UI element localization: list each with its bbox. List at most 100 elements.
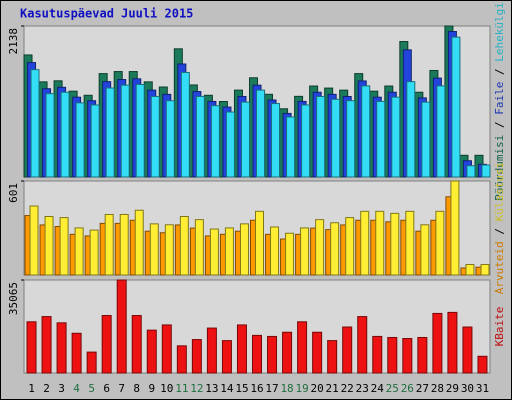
bar <box>297 321 308 374</box>
bar <box>360 210 370 276</box>
bar <box>194 219 204 276</box>
x-tick-label: 2 <box>43 382 50 395</box>
bar <box>179 216 189 276</box>
bar <box>161 324 172 374</box>
x-tick-label: 8 <box>133 382 140 395</box>
bar <box>477 355 488 374</box>
legend-entry: Arvuteid <box>493 241 506 294</box>
legend-separator: / <box>493 115 506 135</box>
x-tick-label: 5 <box>88 382 95 395</box>
x-tick-label: 11 <box>175 382 188 395</box>
bar <box>135 83 145 178</box>
legend: KBaite <box>493 307 506 347</box>
bar <box>150 95 160 178</box>
bar <box>420 224 430 276</box>
bar <box>71 332 82 374</box>
bar <box>481 164 491 178</box>
x-tick-label: 1 <box>28 382 35 395</box>
bar <box>466 165 476 178</box>
bar <box>450 180 460 276</box>
x-tick-label: 20 <box>311 382 324 395</box>
bar <box>417 336 428 374</box>
x-tick-label: 22 <box>341 382 354 395</box>
bar <box>315 219 325 276</box>
bar <box>270 226 280 276</box>
x-tick-label: 31 <box>476 382 489 395</box>
bar <box>480 264 490 276</box>
x-tick-label: 24 <box>371 382 385 395</box>
x-tick-label: 6 <box>103 382 110 395</box>
x-tick-label: 28 <box>431 382 444 395</box>
bar <box>104 213 114 276</box>
legend-separator: / <box>493 221 506 241</box>
x-tick-label: 16 <box>250 382 263 395</box>
bar <box>345 217 355 276</box>
bar <box>86 351 97 374</box>
legend: Pöördumisi / Faile / Lehekülgi <box>493 2 506 201</box>
legend: Arvuteid / Külastusi <box>493 162 506 294</box>
bar <box>346 100 356 178</box>
bar <box>75 102 85 178</box>
bar <box>224 227 234 276</box>
bar <box>209 228 219 276</box>
bar <box>312 331 323 374</box>
bar <box>282 331 293 374</box>
x-tick-label: 7 <box>118 382 125 395</box>
legend-entry: KBaite <box>493 307 506 347</box>
bar <box>225 111 235 178</box>
bar <box>357 316 368 374</box>
bar <box>285 232 295 276</box>
bar <box>327 340 338 374</box>
bar <box>176 345 187 374</box>
bar <box>436 85 446 178</box>
bar <box>26 321 37 374</box>
bar <box>271 103 281 178</box>
bar <box>149 223 159 276</box>
x-tick-label: 10 <box>160 382 173 395</box>
bar <box>44 216 54 276</box>
bar <box>146 329 157 374</box>
bar <box>101 315 112 374</box>
bar <box>361 85 371 178</box>
x-tick-label: 15 <box>235 382 248 395</box>
bar <box>60 91 70 178</box>
x-tick-label: 9 <box>148 382 155 395</box>
bar <box>164 224 174 276</box>
legend-entry: Faile <box>493 82 506 115</box>
bar <box>105 87 115 178</box>
chart-title: Kasutuspäevad Juuli 2015 <box>20 7 193 21</box>
y-tick-label: 35065 <box>7 282 20 315</box>
y-tick-label: 601 <box>7 183 20 203</box>
bar <box>390 212 400 276</box>
x-tick-label: 3 <box>58 382 65 395</box>
bar <box>165 100 175 178</box>
bar <box>462 326 473 374</box>
x-tick-label: 27 <box>416 382 429 395</box>
bar <box>210 105 220 178</box>
bar <box>406 81 416 178</box>
bar <box>342 326 353 374</box>
bar <box>447 311 458 374</box>
bar <box>301 104 311 178</box>
bar <box>435 210 445 276</box>
bar <box>191 339 202 374</box>
legend-separator: / <box>493 62 506 82</box>
bar <box>255 210 264 276</box>
bar <box>120 84 130 178</box>
x-tick-label: 23 <box>356 382 369 395</box>
bar <box>116 279 127 374</box>
x-tick-label: 13 <box>205 382 218 395</box>
bar <box>256 89 265 178</box>
bar <box>134 209 144 276</box>
bar <box>286 116 296 178</box>
bar <box>267 335 278 374</box>
bar <box>41 316 52 374</box>
bar <box>421 101 431 178</box>
x-tick-label: 12 <box>190 382 203 395</box>
x-tick-label: 19 <box>295 382 308 395</box>
bar <box>252 334 262 374</box>
bar <box>131 315 142 374</box>
bar <box>206 327 217 374</box>
y-tick-label: 2138 <box>7 28 20 55</box>
bar <box>89 229 99 276</box>
